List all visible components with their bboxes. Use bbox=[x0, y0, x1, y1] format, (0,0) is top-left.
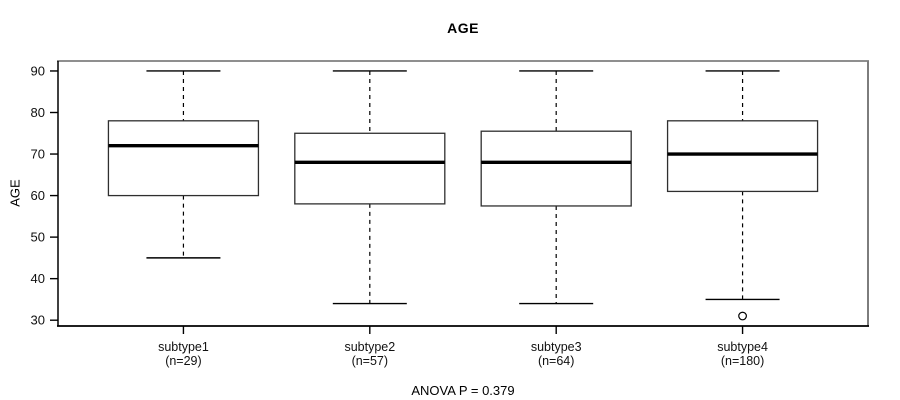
category-label: subtype2 bbox=[344, 340, 395, 354]
y-tick-label: 70 bbox=[31, 147, 45, 162]
y-tick-label: 80 bbox=[31, 105, 45, 120]
y-tick-label: 50 bbox=[31, 230, 45, 245]
iqr-box bbox=[480, 130, 632, 207]
category-label: subtype1 bbox=[158, 340, 209, 354]
outlier-point bbox=[738, 311, 747, 321]
iqr-box bbox=[107, 120, 260, 197]
anova-pvalue-note: ANOVA P = 0.379 bbox=[411, 383, 515, 398]
category-sublabel: (n=29) bbox=[165, 354, 201, 368]
category-label: subtype3 bbox=[531, 340, 582, 354]
iqr-box bbox=[666, 120, 819, 193]
category-sublabel: (n=180) bbox=[721, 354, 764, 368]
chart-title: AGE bbox=[447, 20, 479, 36]
y-tick-label: 90 bbox=[31, 63, 45, 78]
y-tick-label: 60 bbox=[31, 188, 45, 203]
category-sublabel: (n=57) bbox=[352, 354, 388, 368]
y-tick-label: 30 bbox=[31, 313, 45, 328]
category-sublabel: (n=64) bbox=[538, 354, 574, 368]
iqr-box bbox=[294, 132, 446, 205]
y-tick-label: 40 bbox=[31, 271, 45, 286]
category-label: subtype4 bbox=[717, 340, 768, 354]
